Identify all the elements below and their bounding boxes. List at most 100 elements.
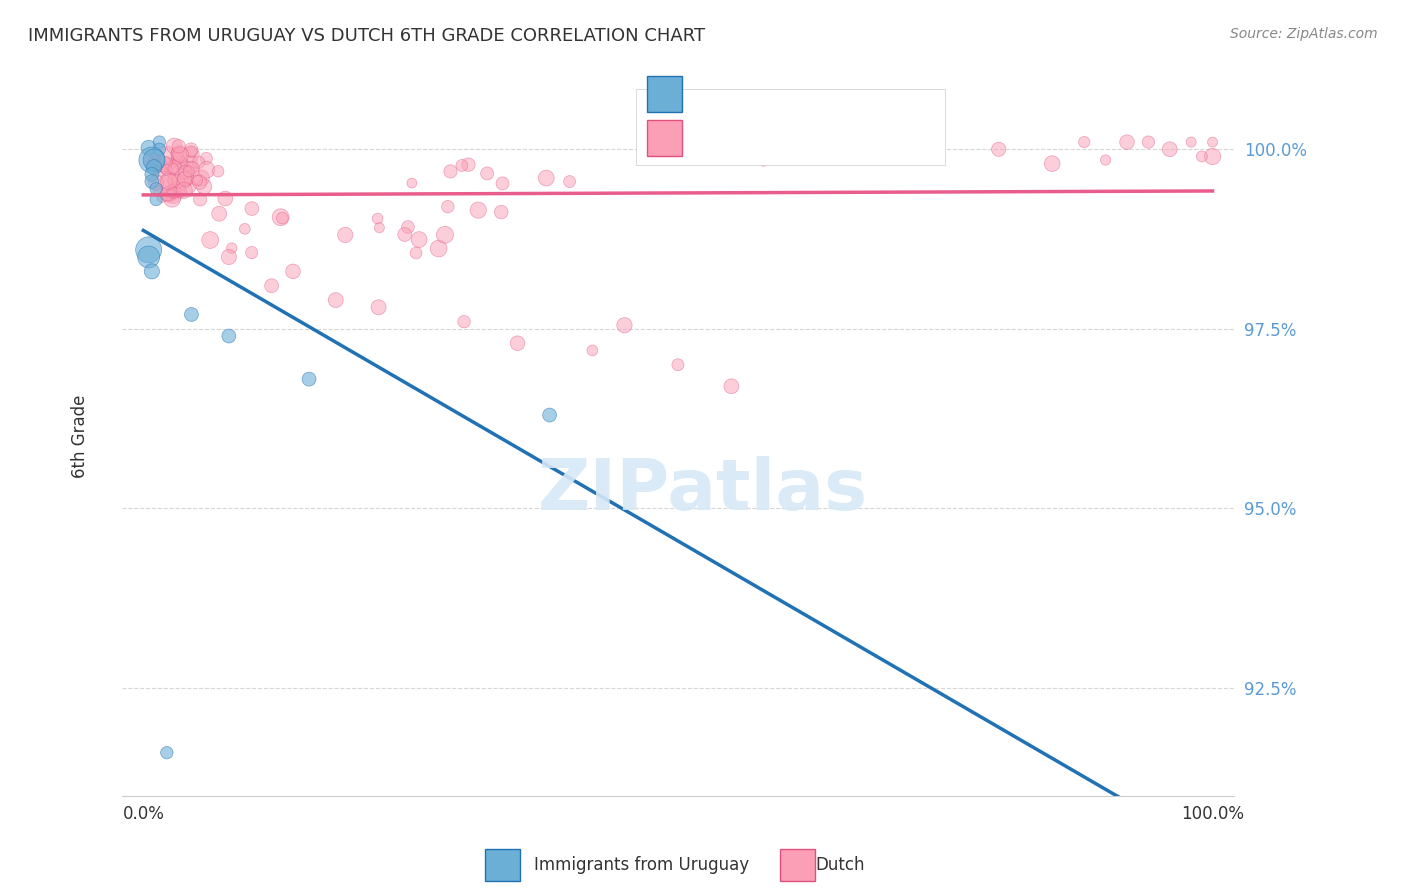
Point <box>221 241 243 255</box>
Point <box>170 148 193 162</box>
Point <box>218 329 240 343</box>
Point <box>558 175 581 189</box>
Point <box>233 222 256 236</box>
Point <box>195 152 218 166</box>
Point <box>195 162 218 177</box>
Point <box>169 155 191 169</box>
Text: N =  18: N = 18 <box>808 89 877 107</box>
Point <box>141 264 163 278</box>
Point <box>1191 149 1213 163</box>
Point <box>181 161 204 175</box>
Point <box>538 408 561 422</box>
Point <box>281 264 304 278</box>
Text: R = 0.473: R = 0.473 <box>692 89 782 107</box>
Point <box>536 171 558 186</box>
Point <box>1094 153 1116 167</box>
Point <box>163 139 186 153</box>
Point <box>177 164 200 178</box>
Text: IMMIGRANTS FROM URUGUAY VS DUTCH 6TH GRADE CORRELATION CHART: IMMIGRANTS FROM URUGUAY VS DUTCH 6TH GRA… <box>28 27 706 45</box>
Point <box>491 177 513 191</box>
Point <box>186 173 208 187</box>
Point <box>260 278 283 293</box>
Point <box>1201 149 1223 163</box>
Point <box>162 161 184 176</box>
Point <box>394 227 416 242</box>
Point <box>439 164 461 178</box>
Point <box>188 193 211 207</box>
Point <box>1040 156 1063 170</box>
Point <box>162 186 184 200</box>
Point <box>155 162 177 177</box>
Text: N = 116: N = 116 <box>808 132 883 150</box>
Point <box>335 227 357 242</box>
Point <box>156 147 179 161</box>
Point <box>166 182 188 196</box>
Point <box>174 175 197 189</box>
Point <box>187 155 209 169</box>
Point <box>437 200 460 214</box>
Point <box>163 173 186 187</box>
Point <box>859 149 882 163</box>
Point <box>214 192 236 206</box>
Point <box>1116 135 1139 149</box>
Text: Source: ZipAtlas.com: Source: ZipAtlas.com <box>1230 27 1378 41</box>
Point <box>180 162 202 177</box>
Point <box>145 193 167 207</box>
Point <box>752 153 775 167</box>
Point <box>141 153 163 168</box>
Point <box>160 192 183 206</box>
Point <box>155 176 177 190</box>
Point <box>240 202 263 216</box>
Point <box>169 184 191 198</box>
Point <box>167 146 190 161</box>
Point <box>143 154 166 169</box>
Point <box>1201 135 1223 149</box>
Point <box>1137 135 1160 149</box>
Text: Dutch: Dutch <box>815 856 865 874</box>
Point <box>179 156 201 170</box>
Point <box>156 186 179 201</box>
Point <box>240 245 263 260</box>
Point <box>405 246 427 260</box>
Point <box>457 158 479 172</box>
Point <box>271 211 294 225</box>
Point <box>170 156 193 170</box>
Point <box>325 293 347 307</box>
Point <box>167 139 190 153</box>
Point <box>174 165 197 179</box>
Point <box>208 207 231 221</box>
Point <box>174 171 197 186</box>
Point <box>143 153 166 167</box>
Point <box>138 141 160 155</box>
Point <box>367 211 389 226</box>
Point <box>167 174 190 188</box>
Point <box>159 173 181 187</box>
Point <box>138 243 160 257</box>
Point <box>408 233 430 247</box>
Point <box>141 153 163 167</box>
Point <box>367 301 389 315</box>
Point <box>160 161 183 176</box>
Point <box>489 205 512 219</box>
Point <box>141 175 163 189</box>
Point <box>475 166 498 180</box>
Point <box>148 184 170 198</box>
Point <box>396 220 419 235</box>
Point <box>162 188 184 202</box>
Point <box>152 157 174 171</box>
Point <box>166 147 188 161</box>
Point <box>207 164 229 178</box>
Point <box>180 308 202 322</box>
Point <box>401 176 423 190</box>
Point <box>180 147 202 161</box>
Point <box>163 185 186 199</box>
Text: Immigrants from Uruguay: Immigrants from Uruguay <box>534 856 749 874</box>
Point <box>987 142 1010 156</box>
Point <box>506 336 529 351</box>
Point <box>148 135 170 149</box>
Point <box>180 145 202 159</box>
Point <box>188 175 211 189</box>
Point <box>177 179 200 194</box>
Point <box>156 746 179 760</box>
Point <box>1180 135 1202 149</box>
